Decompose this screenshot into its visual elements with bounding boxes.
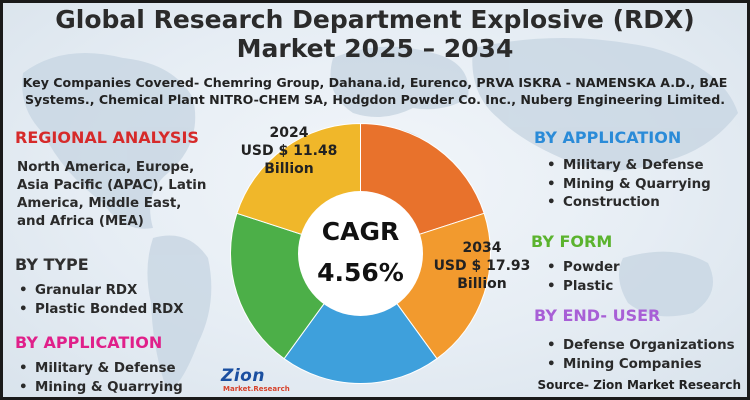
donut-center-hole	[298, 191, 423, 316]
key-companies-line-1: Key Companies Covered- Chemring Group, D…	[22, 75, 728, 90]
key-companies-line-2: Systems., Chemical Plant NITRO-CHEM SA, …	[24, 92, 726, 107]
by-application-left-list: Military & Defense Mining & Quarrying	[17, 360, 183, 397]
list-item: Construction	[545, 194, 711, 213]
value-2034-unit: Billion	[457, 276, 507, 292]
key-companies: Key Companies Covered- Chemring Group, D…	[15, 74, 735, 108]
logo-wordmark: Zion	[221, 366, 265, 386]
value-2024-amount: USD $ 11.48	[240, 143, 338, 159]
by-form-list: Powder Plastic	[545, 259, 620, 296]
list-item: Mining & Quarrying	[545, 176, 711, 195]
regional-line: America, Middle East,	[17, 196, 182, 211]
by-application-right-heading: BY APPLICATION	[534, 128, 682, 147]
by-form-heading: BY FORM	[531, 232, 613, 251]
cagr-label: CAGR	[321, 217, 400, 246]
source-note: Source- Zion Market Research	[537, 378, 741, 392]
value-2034: 2034 USD $ 17.93 Billion	[423, 239, 541, 293]
value-2024-unit: Billion	[264, 161, 314, 177]
title-line-1: Global Research Department Explosive (RD…	[55, 5, 695, 34]
value-2034-year: 2034	[462, 240, 502, 256]
regional-line: and Africa (MEA)	[17, 214, 144, 229]
value-2024: 2024 USD $ 11.48 Billion	[229, 124, 349, 178]
list-item: Defense Organizations	[545, 337, 735, 356]
list-item: Mining Companies	[545, 356, 735, 375]
by-end-user-list: Defense Organizations Mining Companies	[545, 337, 735, 374]
by-type-list: Granular RDX Plastic Bonded RDX	[17, 282, 184, 319]
by-application-left-heading: BY APPLICATION	[15, 333, 163, 352]
list-item: Plastic Bonded RDX	[17, 301, 184, 320]
list-item: Military & Defense	[545, 157, 711, 176]
zion-logo: Zion Market.Research	[221, 366, 293, 396]
list-item: Plastic	[545, 278, 620, 297]
list-item: Military & Defense	[17, 360, 183, 379]
by-application-right-list: Military & Defense Mining & Quarrying Co…	[545, 157, 711, 213]
by-type-heading: BY TYPE	[15, 255, 89, 274]
regional-line: North America, Europe,	[17, 160, 195, 175]
list-item: Granular RDX	[17, 282, 184, 301]
value-2024-year: 2024	[269, 125, 309, 141]
regional-analysis-heading: REGIONAL ANALYSIS	[15, 128, 199, 147]
page-title: Global Research Department Explosive (RD…	[3, 5, 747, 63]
regional-line: Asia Pacific (APAC), Latin	[17, 178, 207, 193]
list-item: Powder	[545, 259, 620, 278]
value-2034-amount: USD $ 17.93	[433, 258, 531, 274]
regional-analysis-text: North America, Europe, Asia Pacific (APA…	[17, 159, 206, 231]
title-line-2: Market 2025 – 2034	[236, 34, 514, 63]
list-item: Mining & Quarrying	[17, 379, 183, 398]
cagr-value: 4.56%	[317, 258, 404, 287]
by-end-user-heading: BY END- USER	[534, 306, 661, 325]
logo-tagline: Market.Research	[223, 385, 290, 393]
